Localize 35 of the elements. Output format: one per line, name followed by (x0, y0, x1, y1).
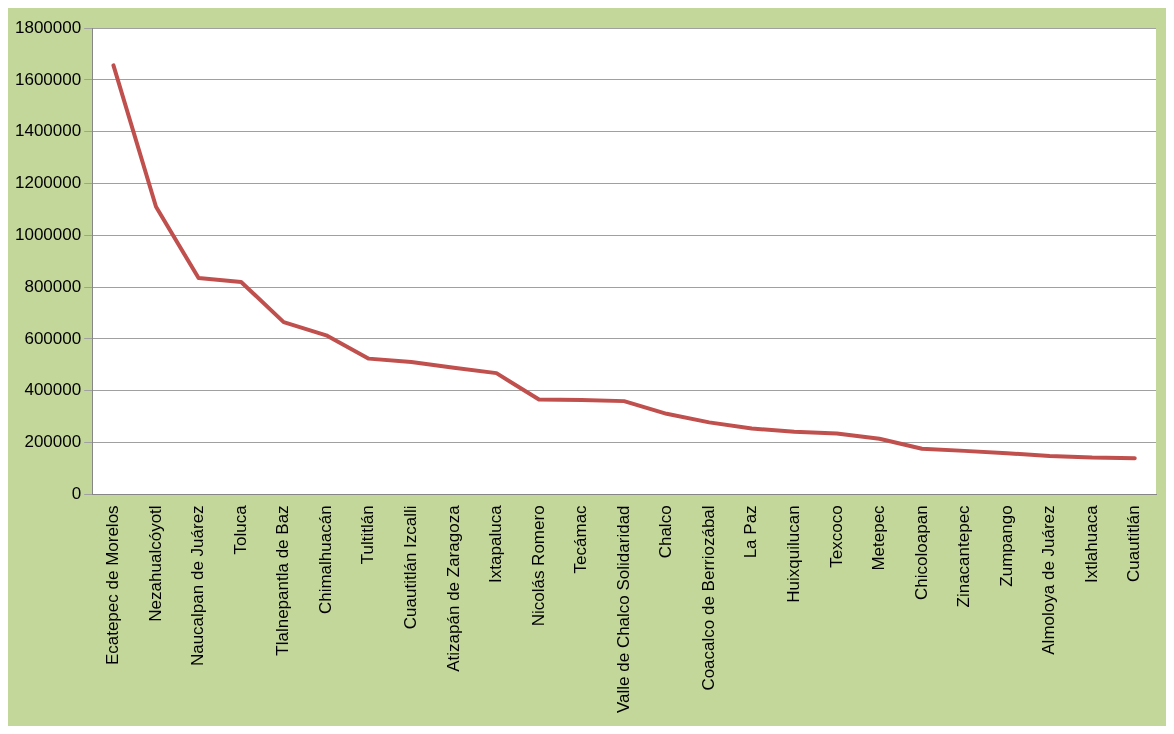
x-tick-label: Tlalnepantla de Baz (273, 505, 293, 656)
x-tick-label: Zumpango (996, 505, 1016, 587)
x-tick-label: Cuautitlán Izcalli (401, 505, 421, 630)
x-tick-label: La Paz (741, 505, 761, 559)
y-tick-label: 800000 (24, 276, 82, 296)
x-tick-label: Texcoco (826, 505, 846, 568)
y-tick-label: 0 (71, 484, 82, 504)
x-tick-label: Tultitlán (358, 505, 378, 565)
x-tick-label: Almoloya de Juárez (1039, 505, 1059, 655)
y-tick-label: 200000 (24, 432, 82, 452)
x-tick-label: Tecámac (571, 504, 591, 574)
x-tick-label: Nezahualcóyotl (145, 505, 165, 622)
y-tick-label: 600000 (24, 328, 82, 348)
x-tick-label: Chimalhuacán (315, 505, 335, 615)
x-tick-label: Cuautitlán (1124, 505, 1144, 582)
y-tick-label: 1000000 (14, 224, 82, 244)
x-tick-label: Chalco (656, 505, 676, 559)
x-tick-label: Coacalco de Berriozábal (698, 505, 718, 691)
x-tick-label: Ecatepec de Morelos (103, 505, 123, 666)
x-tick-label: Atizapán de Zaragoza (443, 504, 463, 672)
y-tick-label: 1400000 (14, 121, 82, 141)
y-tick-label: 400000 (24, 380, 82, 400)
x-tick-label: Toluca (230, 504, 250, 555)
x-tick-label: Nicolás Romero (528, 505, 548, 627)
x-tick-label: Zinacantepec (954, 504, 974, 608)
x-tick-label: Huixquilucan (783, 505, 803, 603)
y-tick-label: 1200000 (14, 173, 82, 193)
x-tick-label: Ixtlahuaca (1081, 504, 1101, 583)
x-tick-label: Metepec (869, 504, 889, 571)
x-tick-label: Ixtapaluca (486, 504, 506, 583)
y-tick-label: 1600000 (14, 69, 82, 89)
x-tick-label: Chicoloapan (911, 505, 931, 600)
y-tick-label: 1800000 (14, 17, 82, 37)
x-tick-label: Naucalpan de Juárez (188, 505, 208, 667)
x-tick-label: Valle de Chalco Solidaridad (613, 505, 633, 714)
